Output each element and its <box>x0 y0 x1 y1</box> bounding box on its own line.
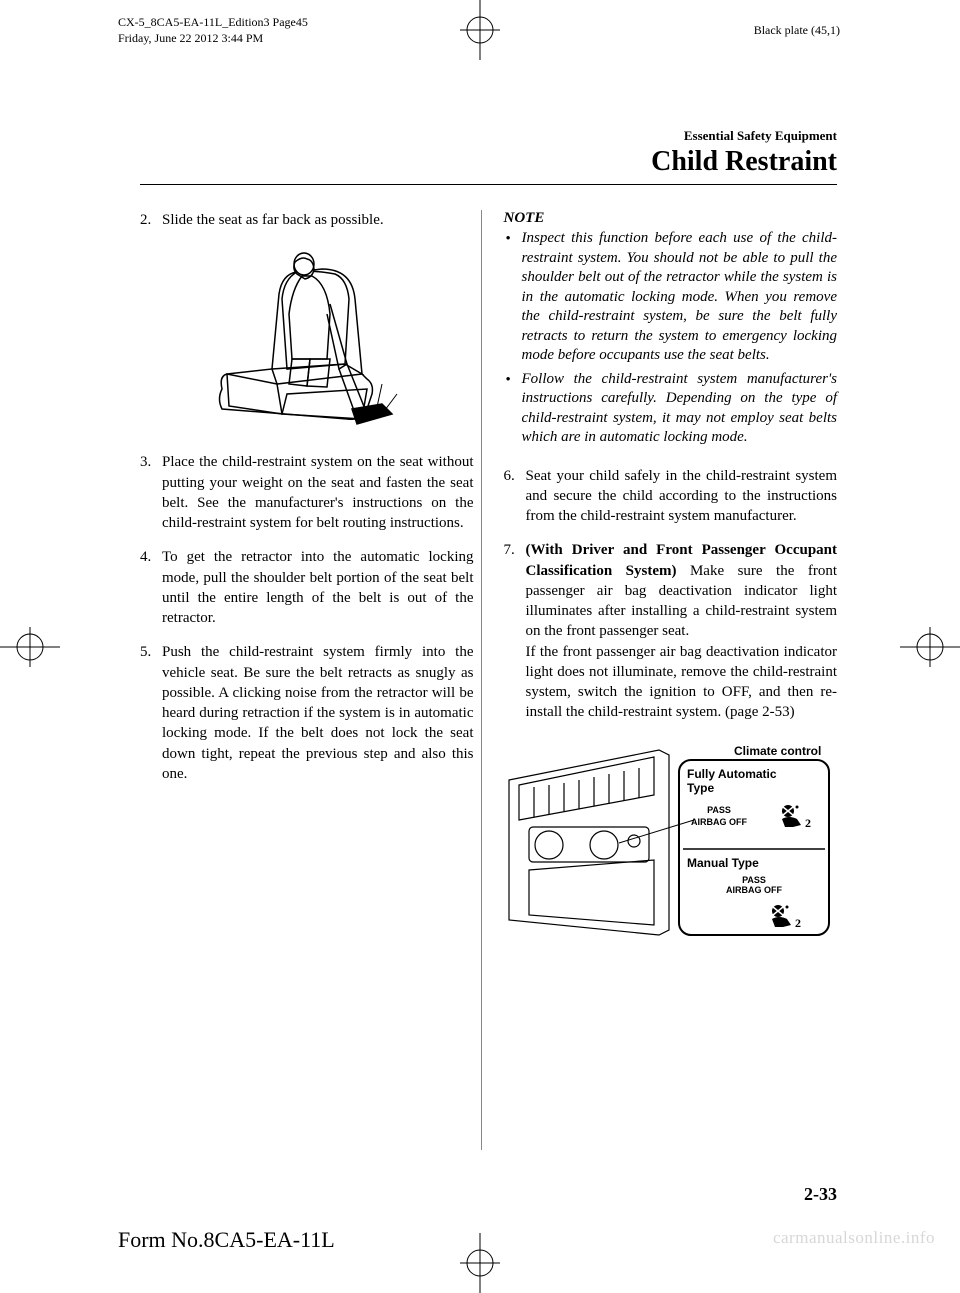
airbag-icon-2: 2 <box>772 905 801 930</box>
doc-id-line2: Friday, June 22 2012 3:44 PM <box>118 31 308 47</box>
svg-text:2: 2 <box>805 816 811 830</box>
header-rule <box>140 184 837 185</box>
seat-illustration <box>207 244 407 434</box>
top-header: CX-5_8CA5-EA-11L_Edition3 Page45 Friday,… <box>118 15 840 46</box>
step-2-text: Slide the seat as far back as possible. <box>162 212 384 228</box>
airbag-off-label-1: AIRBAG OFF <box>691 817 747 827</box>
plate-label: Black plate (45,1) <box>754 23 840 46</box>
content-area: 2. Slide the seat as far back as possibl… <box>140 210 837 945</box>
step-3: 3. Place the child-restraint system on t… <box>140 452 474 533</box>
step-7-text2: If the front passenger air bag deactivat… <box>526 644 838 721</box>
watermark: carmanualsonline.info <box>773 1228 935 1248</box>
step-5-num: 5. <box>140 642 151 662</box>
note-1-text: Inspect this function before each use of… <box>522 230 838 363</box>
bullet-icon: • <box>506 371 511 391</box>
manual-type-label: Manual Type <box>687 856 759 870</box>
form-number: Form No.8CA5-EA-11L <box>118 1227 335 1253</box>
step-4-num: 4. <box>140 547 151 567</box>
airbag-icon-1: 2 <box>782 805 811 830</box>
step-4-text: To get the retractor into the automatic … <box>162 549 474 626</box>
svg-text:2: 2 <box>795 916 801 930</box>
note-1: • Inspect this function before each use … <box>504 229 838 366</box>
note-heading: NOTE <box>504 210 838 227</box>
step-5-text: Push the child-restraint system firmly i… <box>162 644 474 782</box>
page-number: 2-33 <box>804 1184 837 1205</box>
doc-id-line1: CX-5_8CA5-EA-11L_Edition3 Page45 <box>118 15 308 31</box>
pass-label-2: PASS <box>742 875 766 885</box>
step-7-num: 7. <box>504 540 515 560</box>
step-6-text: Seat your child safely in the child-rest… <box>526 468 838 525</box>
step-5: 5. Push the child-restraint system firml… <box>140 642 474 784</box>
page-container: CX-5_8CA5-EA-11L_Edition3 Page45 Friday,… <box>0 0 960 1293</box>
right-column: NOTE • Inspect this function before each… <box>504 210 838 945</box>
climate-illustration: Climate control Fully AutomaticType PASS… <box>504 745 834 940</box>
step-3-num: 3. <box>140 452 151 472</box>
step-6-num: 6. <box>504 466 515 486</box>
print-mark-right <box>900 617 960 677</box>
step-2-num: 2. <box>140 210 151 230</box>
step-6: 6. Seat your child safely in the child-r… <box>504 466 838 527</box>
pass-label-1: PASS <box>707 805 731 815</box>
airbag-off-label-2: AIRBAG OFF <box>726 885 782 895</box>
print-mark-left <box>0 617 60 677</box>
print-mark-bottom <box>450 1233 510 1293</box>
climate-control-label: Climate control <box>734 745 821 758</box>
step-7: 7. (With Driver and Front Passenger Occu… <box>504 540 838 722</box>
section-subtitle: Essential Safety Equipment <box>651 128 837 144</box>
section-title: Child Restraint <box>651 146 837 178</box>
left-column: 2. Slide the seat as far back as possibl… <box>140 210 474 945</box>
doc-id-block: CX-5_8CA5-EA-11L_Edition3 Page45 Friday,… <box>118 15 308 46</box>
note-2-text: Follow the child-restraint system manufa… <box>522 371 838 446</box>
bullet-icon: • <box>506 230 511 250</box>
section-header: Essential Safety Equipment Child Restrai… <box>651 128 837 178</box>
step-4: 4. To get the retractor into the automat… <box>140 547 474 628</box>
auto-type-label: Fully AutomaticType <box>687 767 777 795</box>
step-3-text: Place the child-restraint system on the … <box>162 454 474 531</box>
note-2: • Follow the child-restraint system manu… <box>504 370 838 448</box>
step-2: 2. Slide the seat as far back as possibl… <box>140 210 474 230</box>
